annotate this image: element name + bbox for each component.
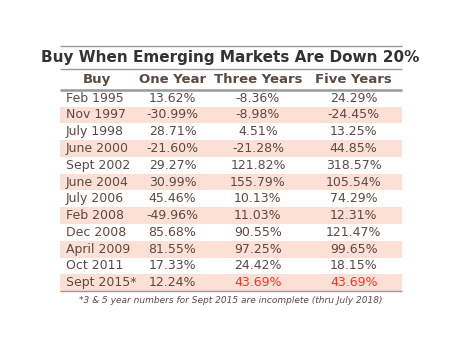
Text: Feb 2008: Feb 2008: [66, 209, 124, 222]
Text: 121.82%: 121.82%: [230, 159, 286, 172]
Text: 105.54%: 105.54%: [326, 175, 382, 189]
Text: 4.51%: 4.51%: [238, 125, 278, 138]
Text: 90.55%: 90.55%: [234, 226, 282, 239]
Text: 30.99%: 30.99%: [148, 175, 196, 189]
Text: June 2004: June 2004: [66, 175, 129, 189]
Text: 81.55%: 81.55%: [148, 243, 197, 256]
Text: -30.99%: -30.99%: [146, 108, 198, 121]
Text: 97.25%: 97.25%: [234, 243, 282, 256]
Text: 17.33%: 17.33%: [148, 260, 196, 273]
Text: 13.62%: 13.62%: [149, 92, 196, 104]
Bar: [60, 241, 401, 257]
Text: 11.03%: 11.03%: [234, 209, 282, 222]
Bar: [60, 174, 401, 190]
Text: *3 & 5 year numbers for Sept 2015 are incomplete (thru July 2018): *3 & 5 year numbers for Sept 2015 are in…: [79, 296, 382, 305]
Text: Feb 1995: Feb 1995: [66, 92, 123, 104]
Text: 43.69%: 43.69%: [330, 276, 378, 289]
Text: 43.69%: 43.69%: [234, 276, 282, 289]
Bar: [60, 107, 401, 123]
Text: 13.25%: 13.25%: [330, 125, 378, 138]
Text: 18.15%: 18.15%: [330, 260, 378, 273]
Text: 10.13%: 10.13%: [234, 192, 282, 205]
Text: 74.29%: 74.29%: [330, 192, 378, 205]
Text: Nov 1997: Nov 1997: [66, 108, 126, 121]
Text: 121.47%: 121.47%: [326, 226, 382, 239]
Text: -49.96%: -49.96%: [147, 209, 198, 222]
Text: 85.68%: 85.68%: [148, 226, 197, 239]
Text: 99.65%: 99.65%: [330, 243, 378, 256]
Text: 24.42%: 24.42%: [234, 260, 282, 273]
Text: Three Years: Three Years: [214, 73, 302, 86]
Bar: [60, 207, 401, 224]
Text: Dec 2008: Dec 2008: [66, 226, 126, 239]
Text: 28.71%: 28.71%: [148, 125, 196, 138]
Text: Five Years: Five Years: [315, 73, 392, 86]
Text: Oct 2011: Oct 2011: [66, 260, 123, 273]
Text: 12.31%: 12.31%: [330, 209, 378, 222]
Text: Sept 2015*: Sept 2015*: [66, 276, 136, 289]
Text: April 2009: April 2009: [66, 243, 130, 256]
Text: -8.98%: -8.98%: [236, 108, 280, 121]
Text: 12.24%: 12.24%: [149, 276, 196, 289]
Text: -21.60%: -21.60%: [146, 142, 198, 155]
Text: 45.46%: 45.46%: [148, 192, 196, 205]
Bar: [60, 140, 401, 157]
Text: June 2000: June 2000: [66, 142, 129, 155]
Text: Buy: Buy: [83, 73, 112, 86]
Text: 44.85%: 44.85%: [330, 142, 378, 155]
Text: July 2006: July 2006: [66, 192, 124, 205]
Text: July 1998: July 1998: [66, 125, 124, 138]
Text: -8.36%: -8.36%: [236, 92, 280, 104]
Text: Buy When Emerging Markets Are Down 20%: Buy When Emerging Markets Are Down 20%: [41, 50, 420, 65]
Text: Sept 2002: Sept 2002: [66, 159, 130, 172]
Bar: [60, 274, 401, 291]
Text: One Year: One Year: [139, 73, 206, 86]
Text: 29.27%: 29.27%: [148, 159, 196, 172]
Text: -21.28%: -21.28%: [232, 142, 284, 155]
Text: 24.29%: 24.29%: [330, 92, 378, 104]
Text: -24.45%: -24.45%: [328, 108, 380, 121]
Text: 155.79%: 155.79%: [230, 175, 286, 189]
Text: 318.57%: 318.57%: [326, 159, 382, 172]
